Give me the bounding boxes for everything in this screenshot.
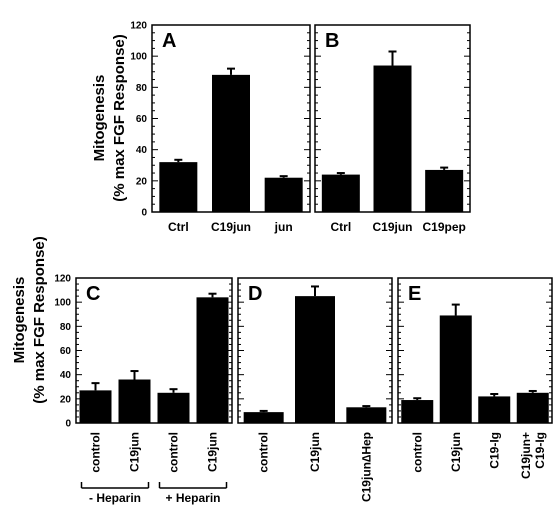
category-label: C19-Ig — [487, 432, 501, 469]
category-label: C19pep — [422, 220, 465, 234]
bar-D-1 — [243, 412, 284, 423]
category-label-line: C19jun — [308, 432, 322, 472]
group-label: - Heparin — [89, 491, 141, 505]
chart-panels: 0 20 40 60 80 100 120 A Ctrl C19jun jun B Ctrl C19jun… — [54, 21, 553, 505]
y-tick-label: 100 — [130, 52, 147, 63]
category-label: C19jun — [372, 220, 412, 234]
category-label-line: C19jun — [206, 432, 220, 472]
panel-B: B Ctrl C19jun C19pep — [314, 24, 471, 234]
y-tick-label: 60 — [60, 346, 72, 357]
bar-E-3 — [478, 396, 511, 423]
bar-C-1 — [79, 390, 112, 423]
y-tick-label: 20 — [136, 176, 148, 187]
y-tick-label: 120 — [54, 274, 71, 285]
category-label: control — [257, 432, 271, 473]
y-axis-label-top: Mitogenesis (% max FGF Response) — [91, 34, 128, 202]
y-axis-label-top-line1: Mitogenesis — [91, 75, 108, 162]
y-tick-label: 100 — [54, 298, 71, 309]
bar-C-4 — [196, 297, 229, 423]
y-axis-label-top-line2: (% max FGF Response) — [111, 34, 128, 202]
y-axis-label-bottom: Mitogenesis (% max FGF Response) — [11, 236, 48, 404]
panel-letter: E — [408, 283, 421, 305]
category-label: control — [410, 432, 424, 473]
bar-D-2 — [295, 296, 335, 423]
category-label: control — [89, 432, 103, 473]
y-tick-label: 80 — [136, 83, 148, 94]
panel-letter: D — [248, 283, 262, 305]
bar-E-4 — [516, 392, 549, 423]
category-label: C19jun — [308, 432, 322, 472]
category-label-line: control — [410, 432, 424, 473]
bar-C-3 — [157, 392, 190, 423]
category-label: C19jun∆Hep — [359, 432, 373, 502]
panel-letter: B — [325, 30, 339, 52]
bar-A-2 — [212, 74, 250, 212]
category-label: Ctrl — [330, 220, 351, 234]
category-label: Ctrl — [168, 220, 189, 234]
category-label-line: C19jun — [128, 432, 142, 472]
bar-E-1 — [401, 400, 434, 423]
category-label-line: C19-Ig — [487, 432, 501, 469]
category-label: jun — [274, 220, 293, 234]
category-label-line: control — [89, 432, 103, 473]
y-tick-label: 40 — [136, 145, 148, 156]
panel-letter: A — [162, 30, 176, 52]
y-axis-label-bottom-line2: (% max FGF Response) — [31, 236, 48, 404]
category-label: C19jun+C19-Ig — [519, 432, 547, 479]
y-tick-label: 120 — [130, 21, 147, 32]
bar-A-3 — [264, 177, 303, 212]
category-label-line: C19jun∆Hep — [359, 432, 373, 502]
category-label: C19jun — [128, 432, 142, 472]
bar-B-2 — [373, 65, 412, 213]
y-tick-label: 60 — [136, 114, 148, 125]
y-tick-label: 40 — [60, 370, 72, 381]
panel-A: 0 20 40 60 80 100 120 A Ctrl C19jun jun — [130, 21, 311, 234]
bar-E-2 — [439, 315, 472, 423]
category-label-line: control — [257, 432, 271, 473]
category-label: C19jun — [211, 220, 251, 234]
y-tick-label: 0 — [141, 208, 147, 219]
category-label-line: C19jun — [449, 432, 463, 472]
category-label-line: control — [167, 432, 181, 473]
category-label: C19jun — [206, 432, 220, 472]
y-tick-label: 80 — [60, 322, 72, 333]
bar-C-2 — [118, 379, 151, 423]
bar-B-1 — [321, 174, 360, 212]
bar-D-3 — [346, 407, 387, 423]
group-label: + Heparin — [165, 491, 220, 505]
category-label: C19jun — [449, 432, 463, 472]
y-axis-label-bottom-line1: Mitogenesis — [11, 277, 28, 364]
category-label-line: C19jun+ — [519, 432, 533, 479]
y-tick-label: 0 — [65, 419, 71, 430]
panel-letter: C — [86, 283, 100, 305]
category-label: control — [167, 432, 181, 473]
y-tick-label: 20 — [60, 394, 72, 405]
bar-A-1 — [159, 162, 198, 212]
category-label-line: C19-Ig — [533, 432, 547, 469]
bar-B-3 — [425, 169, 464, 212]
